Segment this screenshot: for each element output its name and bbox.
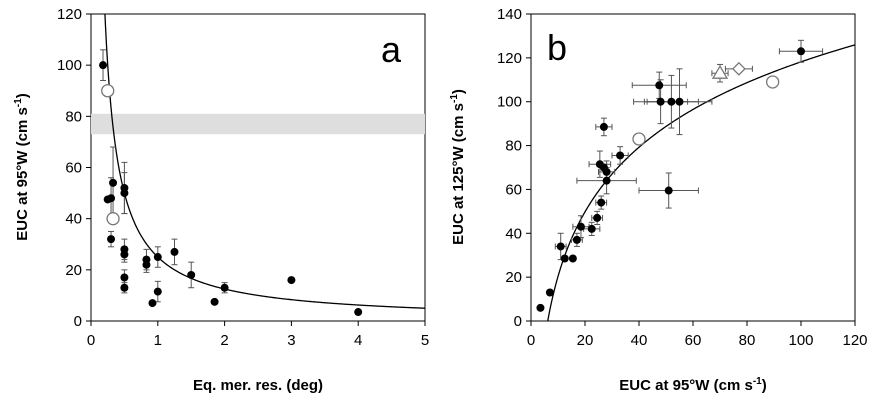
data-point [597,198,606,207]
open-circle-point [766,75,780,89]
open-circle-point [101,84,115,98]
data-point [655,81,664,90]
data-point [153,253,162,262]
data-point [120,273,129,282]
data-point [664,186,673,195]
x-tick-label: 1 [154,332,162,349]
y-tick-label: 0 [74,313,82,330]
data-point [656,97,665,106]
x-tick-label: 3 [287,332,295,349]
panel-b-letter: b [547,27,567,68]
data-point [148,299,157,308]
y-tick-label: 80 [505,138,522,155]
panel-a-plot-frame [90,13,426,322]
data-point [142,260,151,269]
x-tick-label: 2 [220,332,228,349]
data-point [210,297,219,306]
x-tick-label: 100 [788,332,813,349]
data-point [545,288,554,297]
data-point [536,303,545,312]
data-point [120,183,129,192]
fit-curve [547,44,855,321]
y-tick-label: 60 [65,160,82,177]
panel-a-x-axis-title: Eq. mer. res. (deg) [193,377,323,394]
data-point [572,235,581,244]
x-tick-label: 20 [577,332,594,349]
open-circle-point [632,132,646,146]
y-tick-label: 60 [505,181,522,198]
data-point [602,167,611,176]
y-tick-label: 40 [65,211,82,228]
y-tick-label: 20 [65,262,82,279]
y-tick-label: 0 [514,313,522,330]
data-point [107,235,116,244]
data-point [287,276,296,285]
x-tick-label: 120 [842,332,867,349]
data-point [675,97,684,106]
y-tick-label: 120 [57,6,82,23]
y-tick-label: 20 [505,269,522,286]
y-tick-label: 40 [505,225,522,242]
x-tick-label: 80 [739,332,756,349]
fit-curve [104,14,425,309]
panel-b-x-axis-title: EUC at 95°W (cm s-1) [619,376,766,394]
panel-a-y-axis-title: EUC at 95°W (cm s-1) [13,93,31,240]
data-point [120,283,129,292]
x-tick-label: 4 [354,332,362,349]
panel-b-y-axis-title: EUC at 125°W (cm s-1) [449,89,467,245]
data-point [120,250,129,259]
panel-a: 0 1 2 3 4 5 0 20 40 60 80 100 120 a Eq. mer. res. (… [13,6,429,394]
data-point [556,242,565,251]
x-tick-label: 60 [685,332,702,349]
data-point [109,178,118,187]
x-tick-label: 5 [421,332,429,349]
data-point [187,270,196,279]
shaded-band [91,113,425,135]
data-point [560,254,569,263]
data-point [797,47,805,56]
y-tick-label: 100 [497,94,522,111]
x-tick-label: 0 [527,332,535,349]
data-point [593,213,602,222]
y-tick-label: 80 [65,108,82,125]
data-point [599,122,608,131]
y-tick-label: 120 [497,50,522,67]
data-point [587,224,596,233]
data-point [107,194,116,203]
data-point [220,283,229,292]
data-point [576,222,585,231]
data-point [170,247,179,256]
y-tick-label: 100 [57,57,82,74]
x-tick-label: 40 [631,332,648,349]
open-diamond-point [731,61,746,76]
data-point [99,61,108,70]
y-tick-label: 140 [497,6,522,23]
open-triangle-point [711,64,729,79]
open-circle-point [106,212,120,226]
data-point [667,97,676,106]
data-point [153,287,162,296]
panel-a-letter: a [381,29,402,70]
data-point [616,151,625,160]
data-point [568,254,577,263]
data-point [354,308,363,317]
x-tick-label: 0 [87,332,95,349]
panel-b: 0 20 40 60 80 100 120 0 20 40 60 80 100 120 140 b EUC… [449,6,868,394]
data-point [602,176,611,185]
